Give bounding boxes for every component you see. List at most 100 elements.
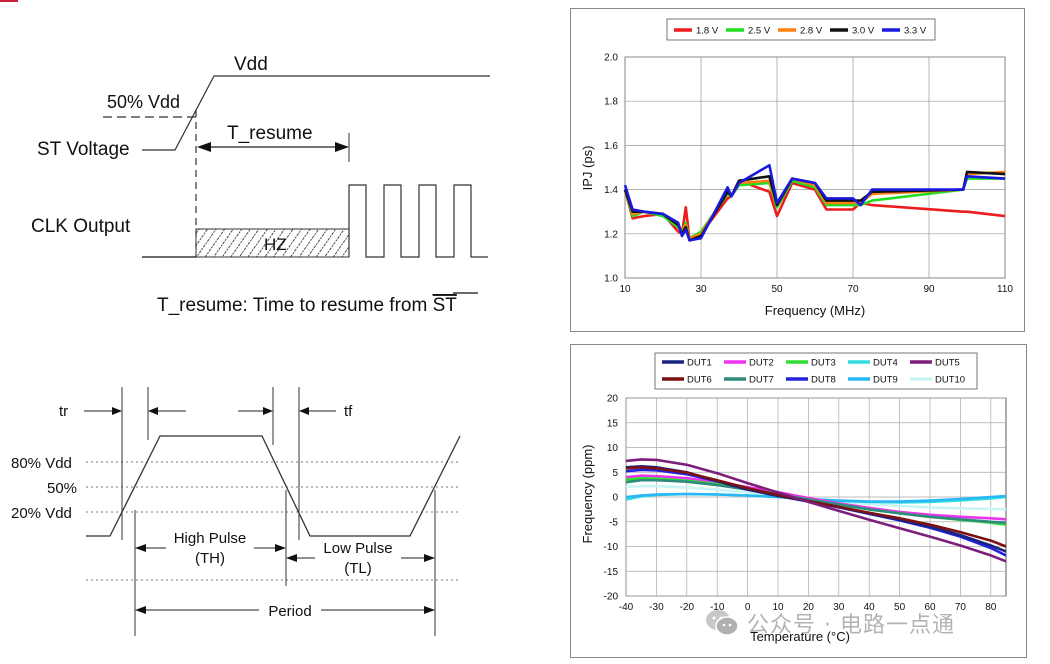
period-arrow-right — [424, 606, 435, 614]
temp-y-tick: -20 — [604, 592, 619, 603]
pulse-timing-diagram: 80% Vdd 50% 20% Vdd tr tf High Pulse (TH… — [11, 387, 461, 636]
period-label: Period — [268, 603, 311, 620]
temp-legend-box — [654, 352, 978, 390]
ipj-x-tick: 90 — [923, 284, 935, 295]
ipj-legend-label: 3.3 V — [904, 26, 927, 37]
temp-x-tick: 0 — [745, 602, 751, 613]
hz-region — [195, 228, 350, 258]
ipj-x-axis-label: Frequency (MHz) — [765, 303, 865, 318]
temp-x-tick: -10 — [710, 602, 725, 613]
ipj-legend-label: 2.8 V — [800, 26, 823, 37]
ipj-x-tick: 30 — [695, 284, 707, 295]
temp-y-axis-label: Frequency (ppm) — [580, 445, 595, 544]
temp-y-tick: 15 — [607, 418, 619, 429]
level-80-label: 80% Vdd — [11, 455, 72, 472]
vdd-label: Vdd — [234, 54, 268, 75]
high-pulse-label: High Pulse — [174, 530, 247, 547]
temp-legend-label: DUT8 — [811, 375, 836, 386]
low-pulse-label-bg — [315, 538, 401, 578]
temp-legend-label: DUT7 — [749, 375, 774, 386]
temp-legend-label: DUT2 — [749, 358, 774, 369]
temp-series-line — [625, 458, 1007, 563]
st-overline-label: ST — [433, 295, 458, 316]
high-pulse-arrow-left — [135, 544, 146, 552]
temp-legend-label: DUT6 — [687, 375, 712, 386]
tf-arrow-head — [263, 407, 273, 415]
st-voltage-label: ST Voltage — [37, 139, 130, 160]
temp-series-line — [625, 478, 1007, 524]
pulse-waveform — [86, 435, 461, 537]
temp-legend-label: DUT1 — [687, 358, 712, 369]
t-resume-label: T_resume — [227, 123, 313, 144]
tr-arrow-head — [112, 407, 122, 415]
low-pulse-label: Low Pulse — [323, 540, 392, 557]
ipj-x-tick: 110 — [997, 284, 1013, 295]
temp-y-tick: -15 — [604, 567, 619, 578]
level-20-label: 20% Vdd — [11, 505, 72, 522]
temp-x-axis-label: Temperature (°C) — [750, 629, 850, 644]
temp-y-tick: -10 — [604, 542, 619, 553]
temp-y-tick: 0 — [612, 493, 618, 504]
temp-legend-label: DUT3 — [811, 358, 836, 369]
temp-x-tick: -20 — [680, 602, 695, 613]
ipj-x-tick: 70 — [847, 284, 859, 295]
half-vdd-label: 50% Vdd — [107, 92, 180, 112]
temp-legend-label: DUT9 — [873, 375, 898, 386]
temperature-chart: DUT1 DUT2 DUT3 DUT4 DUT5 DUT6 DUT7 DUT8 DUT9 DUT1… — [570, 344, 1027, 658]
tf-label: tf — [344, 403, 353, 420]
wechat-icon — [706, 610, 739, 636]
ipj-legend-label: 1.8 V — [696, 26, 719, 37]
period-label-bg — [259, 600, 321, 620]
level-50-label: 50% — [47, 480, 77, 497]
temp-x-tick: 50 — [894, 602, 906, 613]
t-resume-arrow-right — [335, 142, 349, 152]
ipj-y-tick: 1.6 — [604, 141, 618, 152]
temp-x-tick: 80 — [985, 602, 997, 613]
th-label: (TH) — [195, 550, 225, 567]
high-pulse-label-bg — [166, 528, 254, 568]
ipj-y-tick: 1.4 — [604, 185, 618, 196]
temp-x-tick: 20 — [803, 602, 815, 613]
ipj-legend-label: 2.5 V — [748, 26, 771, 37]
temp-x-tick: 10 — [772, 602, 784, 613]
temp-y-tick: 20 — [607, 394, 619, 405]
ipj-legend-label: 3.0 V — [852, 26, 875, 37]
ipj-x-tick: 10 — [619, 284, 631, 295]
low-pulse-arrow-right — [424, 554, 435, 562]
ipj-y-tick: 1.8 — [604, 97, 618, 108]
temp-x-tick: 40 — [864, 602, 876, 613]
ipj-y-axis-label: IPJ (ps) — [580, 146, 595, 191]
ipj-chart: 1.8 V 2.5 V 2.8 V 3.0 V 3.3 V 10 30 50 70 90 110 1… — [570, 8, 1025, 332]
temp-legend-label: DUT10 — [935, 375, 965, 386]
st-voltage-waveform — [142, 75, 490, 151]
period-arrow-left — [135, 606, 146, 614]
watermark-text: 公众号 · 电路一点通 — [747, 613, 955, 638]
hz-label: HZ — [264, 235, 287, 254]
high-pulse-arrow-right — [275, 544, 286, 552]
tf-arrow2-head — [299, 407, 309, 415]
ipj-series-line — [623, 170, 1006, 242]
clk-output-label: CLK Output — [31, 216, 131, 237]
t-resume-arrow-left — [197, 142, 211, 152]
ipj-y-tick: 1.0 — [604, 274, 618, 285]
tl-label: (TL) — [344, 560, 372, 577]
ipj-x-tick: 50 — [771, 284, 783, 295]
temp-x-tick: 30 — [833, 602, 845, 613]
tr-label: tr — [59, 403, 68, 420]
ipj-plot-area — [624, 56, 1006, 279]
temp-y-tick: -5 — [609, 517, 618, 528]
ipj-y-tick: 1.2 — [604, 229, 618, 240]
temp-x-tick: 60 — [924, 602, 936, 613]
clk-pulses — [348, 184, 488, 258]
temp-legend-label: DUT4 — [873, 358, 898, 369]
temp-x-tick: 70 — [955, 602, 967, 613]
temp-legend-label: DUT5 — [935, 358, 960, 369]
low-pulse-arrow-left — [286, 554, 297, 562]
resume-caption: T_resume: Time to resume from ST — [157, 295, 457, 316]
resume-timing-diagram: Vdd 50% Vdd ST Voltage T_resume CLK Outp… — [0, 0, 490, 316]
temp-x-tick: -30 — [649, 602, 664, 613]
ipj-legend-box — [666, 18, 936, 41]
watermark: 公众号 · 电路一点通 — [705, 603, 1035, 643]
temp-y-tick: 10 — [607, 443, 619, 454]
temp-y-tick: 5 — [612, 468, 618, 479]
